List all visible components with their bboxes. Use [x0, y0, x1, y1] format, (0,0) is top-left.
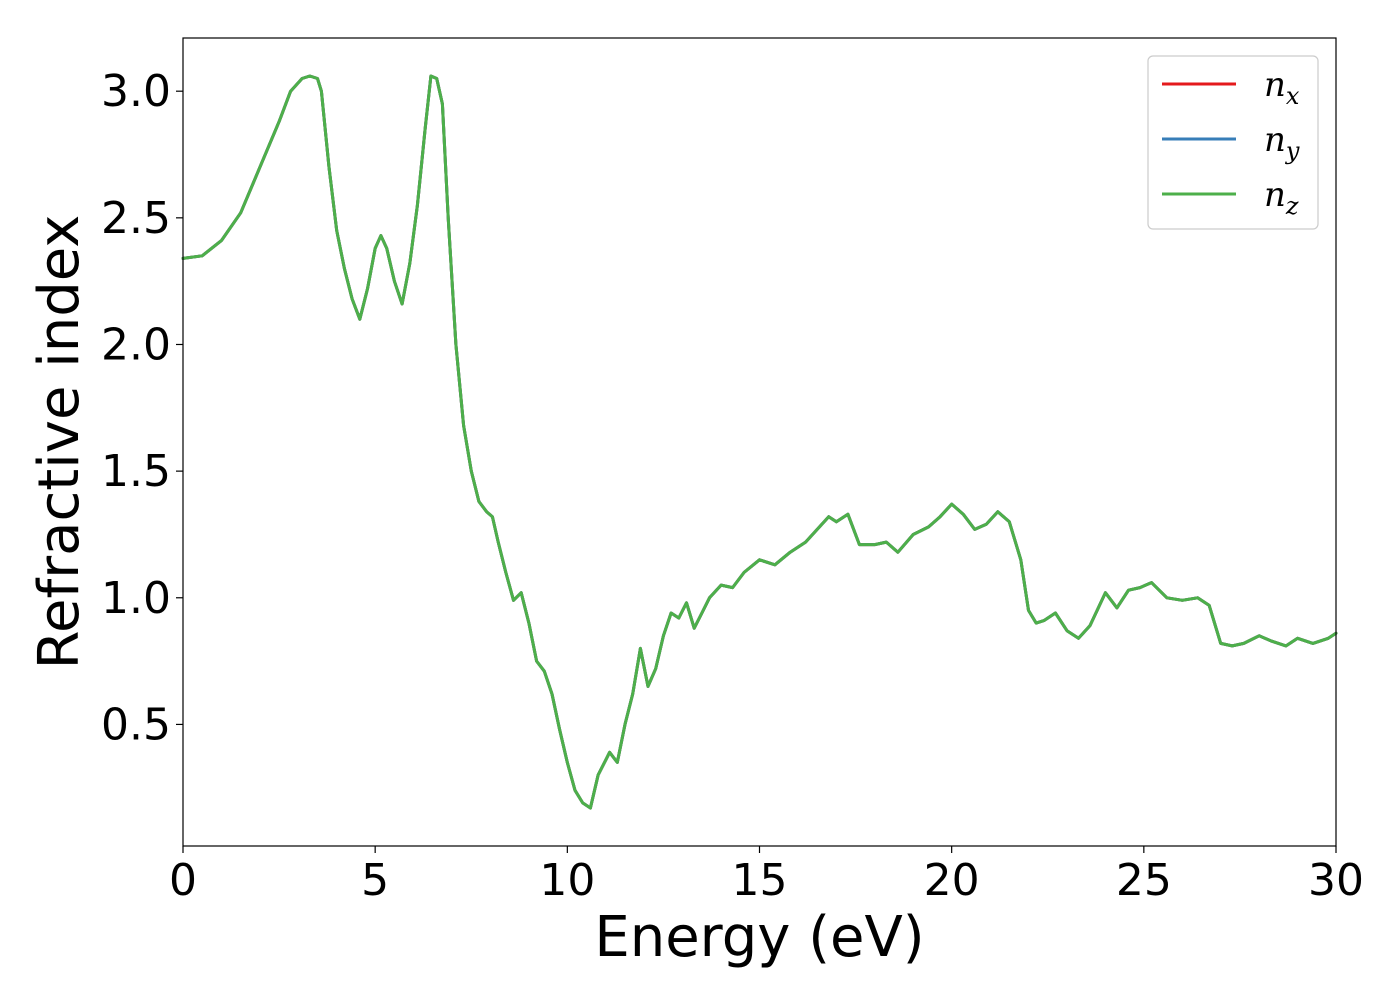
y-tick-label: 3.0 [101, 66, 171, 117]
series-line-z [181, 74, 1338, 810]
x-tick-label: 20 [924, 855, 980, 906]
y-axis-title: Refractive index [27, 215, 92, 670]
legend-label-x: nx [1264, 65, 1300, 110]
x-tick-label: 10 [539, 855, 595, 906]
x-tick-label: 5 [361, 855, 389, 906]
y-axis: 0.5 1.0 1.5 2.0 2.5 3.0 [101, 66, 183, 750]
x-tick-label: 15 [732, 855, 788, 906]
x-tick-label: 30 [1308, 855, 1364, 906]
y-tick-label: 2.5 [101, 193, 171, 244]
x-axis-title: Energy (eV) [594, 905, 924, 970]
legend: nx ny nz [1147, 55, 1319, 230]
x-tick-label: 0 [169, 855, 197, 906]
x-axis: 0 5 10 15 20 25 30 [169, 846, 1364, 906]
y-tick-label: 2.0 [101, 319, 171, 370]
y-tick-label: 0.5 [101, 699, 171, 750]
x-tick-label: 25 [1116, 855, 1172, 906]
series-layer [181, 74, 1338, 810]
y-tick-label: 1.0 [101, 573, 171, 624]
legend-label-z: nz [1264, 175, 1299, 220]
legend-box [1147, 55, 1319, 230]
legend-label-y: ny [1264, 120, 1300, 165]
y-tick-label: 1.5 [101, 446, 171, 497]
